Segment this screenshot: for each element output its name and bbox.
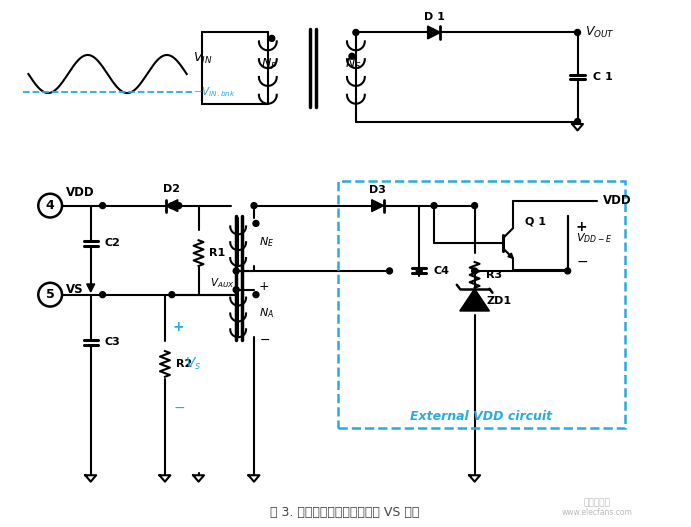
Text: D2: D2 [163,184,180,194]
Circle shape [253,292,259,298]
Text: $N_E$: $N_E$ [259,236,274,249]
Polygon shape [460,289,489,311]
Text: 图 3. 实现较宽输出电压范围的 VS 电路: 图 3. 实现较宽输出电压范围的 VS 电路 [270,506,419,519]
Text: ZD1: ZD1 [486,296,511,306]
Circle shape [574,30,580,35]
Circle shape [431,203,437,209]
Text: +: + [173,320,184,334]
Text: R1: R1 [209,248,226,258]
Text: $-V_{IN.bnk}$: $-V_{IN.bnk}$ [193,85,236,99]
Circle shape [233,287,239,292]
Polygon shape [87,284,95,292]
Circle shape [353,30,359,35]
Text: R2: R2 [176,359,192,369]
Text: $V_{AUX}$: $V_{AUX}$ [209,276,234,290]
Circle shape [386,268,392,274]
Text: 5: 5 [46,288,55,301]
Polygon shape [166,200,178,211]
Circle shape [565,268,571,274]
Circle shape [169,292,175,298]
Circle shape [176,203,182,209]
Text: 电子发烧友: 电子发烧友 [584,498,611,507]
Text: R3: R3 [486,270,502,280]
Text: +: + [259,280,269,293]
Text: Q 1: Q 1 [525,217,546,227]
Circle shape [472,268,477,274]
Circle shape [416,268,422,274]
Circle shape [169,203,175,209]
Polygon shape [508,253,513,258]
Text: www.elecfans.com: www.elecfans.com [562,508,633,517]
Text: VDD: VDD [603,194,632,207]
Text: C2: C2 [104,238,120,248]
Text: D 1: D 1 [424,12,444,22]
Text: $N_P$: $N_P$ [261,57,278,72]
Polygon shape [372,200,384,211]
Text: C 1: C 1 [594,72,613,82]
Text: $N_A$: $N_A$ [259,307,274,320]
Text: $V_{DD-E}$: $V_{DD-E}$ [576,231,612,245]
Circle shape [269,35,275,41]
Text: 4: 4 [46,199,55,212]
Text: C3: C3 [104,337,120,347]
Text: $-$: $-$ [576,254,588,268]
Text: $-$: $-$ [173,399,185,414]
Text: $N_S$: $N_S$ [345,57,361,72]
Text: D3: D3 [369,185,386,195]
Circle shape [472,203,477,209]
Text: External VDD circuit: External VDD circuit [410,410,553,423]
Text: $V_{IN}$: $V_{IN}$ [193,51,212,66]
Text: $-$: $-$ [259,333,270,346]
Text: C4: C4 [433,266,449,276]
Circle shape [100,203,106,209]
Polygon shape [428,26,440,39]
Circle shape [349,53,355,59]
Text: $V_{OUT}$: $V_{OUT}$ [585,25,615,40]
Circle shape [233,268,239,274]
Circle shape [100,292,106,298]
Text: +: + [576,220,587,235]
Circle shape [253,220,259,227]
Circle shape [574,119,580,124]
Text: $V_s$: $V_s$ [184,356,201,372]
Text: VS: VS [66,283,84,296]
Circle shape [251,203,257,209]
Text: VDD: VDD [66,186,95,199]
